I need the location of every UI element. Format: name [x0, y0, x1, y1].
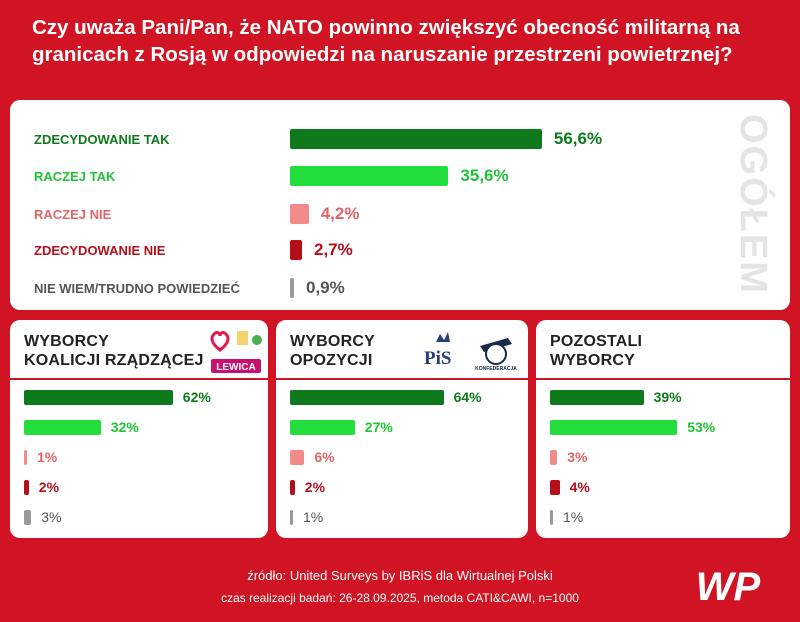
- question-title: Czy uważa Pani/Pan, że NATO powinno zwię…: [32, 16, 740, 66]
- svg-text:PiS: PiS: [424, 348, 451, 369]
- overall-bar-4: [290, 278, 294, 298]
- panel2-bar-3: [290, 480, 295, 495]
- panel1-value-label-4: 3%: [41, 509, 62, 525]
- panel2-value-label-4: 1%: [303, 509, 324, 525]
- opozycja-heading: WYBORCY OPOZYCJI: [290, 333, 375, 369]
- source-note: źródło: United Surveys by IBRiS dla Wirt…: [247, 568, 553, 583]
- panel3-bar-3: [550, 480, 560, 495]
- panel2-bar-0: [290, 390, 444, 405]
- koalicja-party-logos: LEWICA: [208, 328, 266, 381]
- panel3-bar-1: [550, 420, 678, 435]
- panel3-value-label-2: 3%: [567, 449, 588, 465]
- overall-bar-0: [290, 129, 542, 149]
- panel2-value-label-3: 2%: [304, 479, 326, 495]
- overall-category-label-0: ZDECYDOWANIE TAK: [34, 132, 170, 147]
- panel3-bar-2: [550, 450, 558, 465]
- method-note: czas realizacji badań: 26-28.09.2025, me…: [221, 591, 579, 605]
- overall-value-label-0: 56,6%: [553, 129, 603, 148]
- panel1-bar-3: [24, 480, 29, 495]
- svg-text:LEWICA: LEWICA: [216, 362, 255, 373]
- overall-panel: OGÓŁEM ZDECYDOWANIE TAK 56,6% RACZEJ TAK 35…: [10, 100, 790, 310]
- pozostali-panel: POZOSTALI WYBORCY 39% 53% 3% 4% 1%: [536, 320, 790, 538]
- opozycja-divider: [276, 378, 528, 380]
- overall-value-label-1: 35,6%: [460, 166, 509, 185]
- pozostali-divider: [536, 378, 790, 380]
- panel2-value-label-0: 64%: [453, 389, 482, 405]
- svg-text:WP: WP: [696, 565, 761, 606]
- panel3-value-label-1: 53%: [687, 419, 716, 435]
- overall-category-label-1: RACZEJ TAK: [34, 169, 116, 184]
- overall-bar-2: [290, 204, 309, 224]
- koalicja-divider: [10, 378, 268, 380]
- panel3-value-label-0: 39%: [653, 389, 682, 405]
- panel1-value-label-3: 2%: [38, 479, 60, 495]
- panel3-value-label-4: 1%: [563, 509, 584, 525]
- panel1-value-label-0: 62%: [182, 389, 211, 405]
- panel3-bar-0: [550, 390, 644, 405]
- panel2-bar-2: [290, 450, 305, 465]
- panel1-bar-0: [24, 390, 173, 405]
- panel1-bar-4: [24, 510, 32, 525]
- panel2-bar-4: [290, 510, 293, 525]
- overall-value-label-4: 0,9%: [306, 278, 345, 297]
- panel1-bar-1: [24, 420, 101, 435]
- overall-side-label: OGÓŁEM: [732, 114, 774, 295]
- panel2-bar-1: [290, 420, 355, 435]
- opozycja-party-logos: PiS KONFEDERACJA: [422, 330, 518, 377]
- panel3-value-label-3: 4%: [569, 479, 590, 495]
- koalicja-heading: WYBORCY KOALICJI RZĄDZĄCEJ: [24, 333, 204, 369]
- koalicja-panel: WYBORCY KOALICJI RZĄDZĄCEJ LEWICA 62% 32%…: [10, 320, 268, 538]
- panel1-value-label-2: 1%: [37, 449, 58, 465]
- opozycja-panel: WYBORCY OPOZYCJI PiS KONFEDERACJA 64% 27%…: [276, 320, 528, 538]
- wp-logo: WP: [690, 562, 766, 611]
- panel3-bar-4: [550, 510, 553, 525]
- panel1-value-label-1: 32%: [110, 419, 139, 435]
- panel1-bar-2: [24, 450, 27, 465]
- overall-category-label-3: ZDECYDOWANIE NIE: [34, 243, 166, 258]
- overall-value-label-2: 4,2%: [320, 204, 360, 223]
- overall-value-label-3: 2,7%: [314, 240, 353, 259]
- panel2-value-label-1: 27%: [364, 419, 393, 435]
- overall-category-label-2: RACZEJ NIE: [34, 207, 112, 222]
- overall-bar-3: [290, 240, 302, 260]
- pozostali-heading: POZOSTALI WYBORCY: [550, 333, 643, 369]
- panel2-value-label-2: 6%: [314, 449, 335, 465]
- overall-bar-1: [290, 166, 449, 186]
- overall-category-label-4: NIE WIEM/TRUDNO POWIEDZIEĆ: [34, 281, 240, 296]
- svg-text:KONFEDERACJA: KONFEDERACJA: [475, 366, 517, 372]
